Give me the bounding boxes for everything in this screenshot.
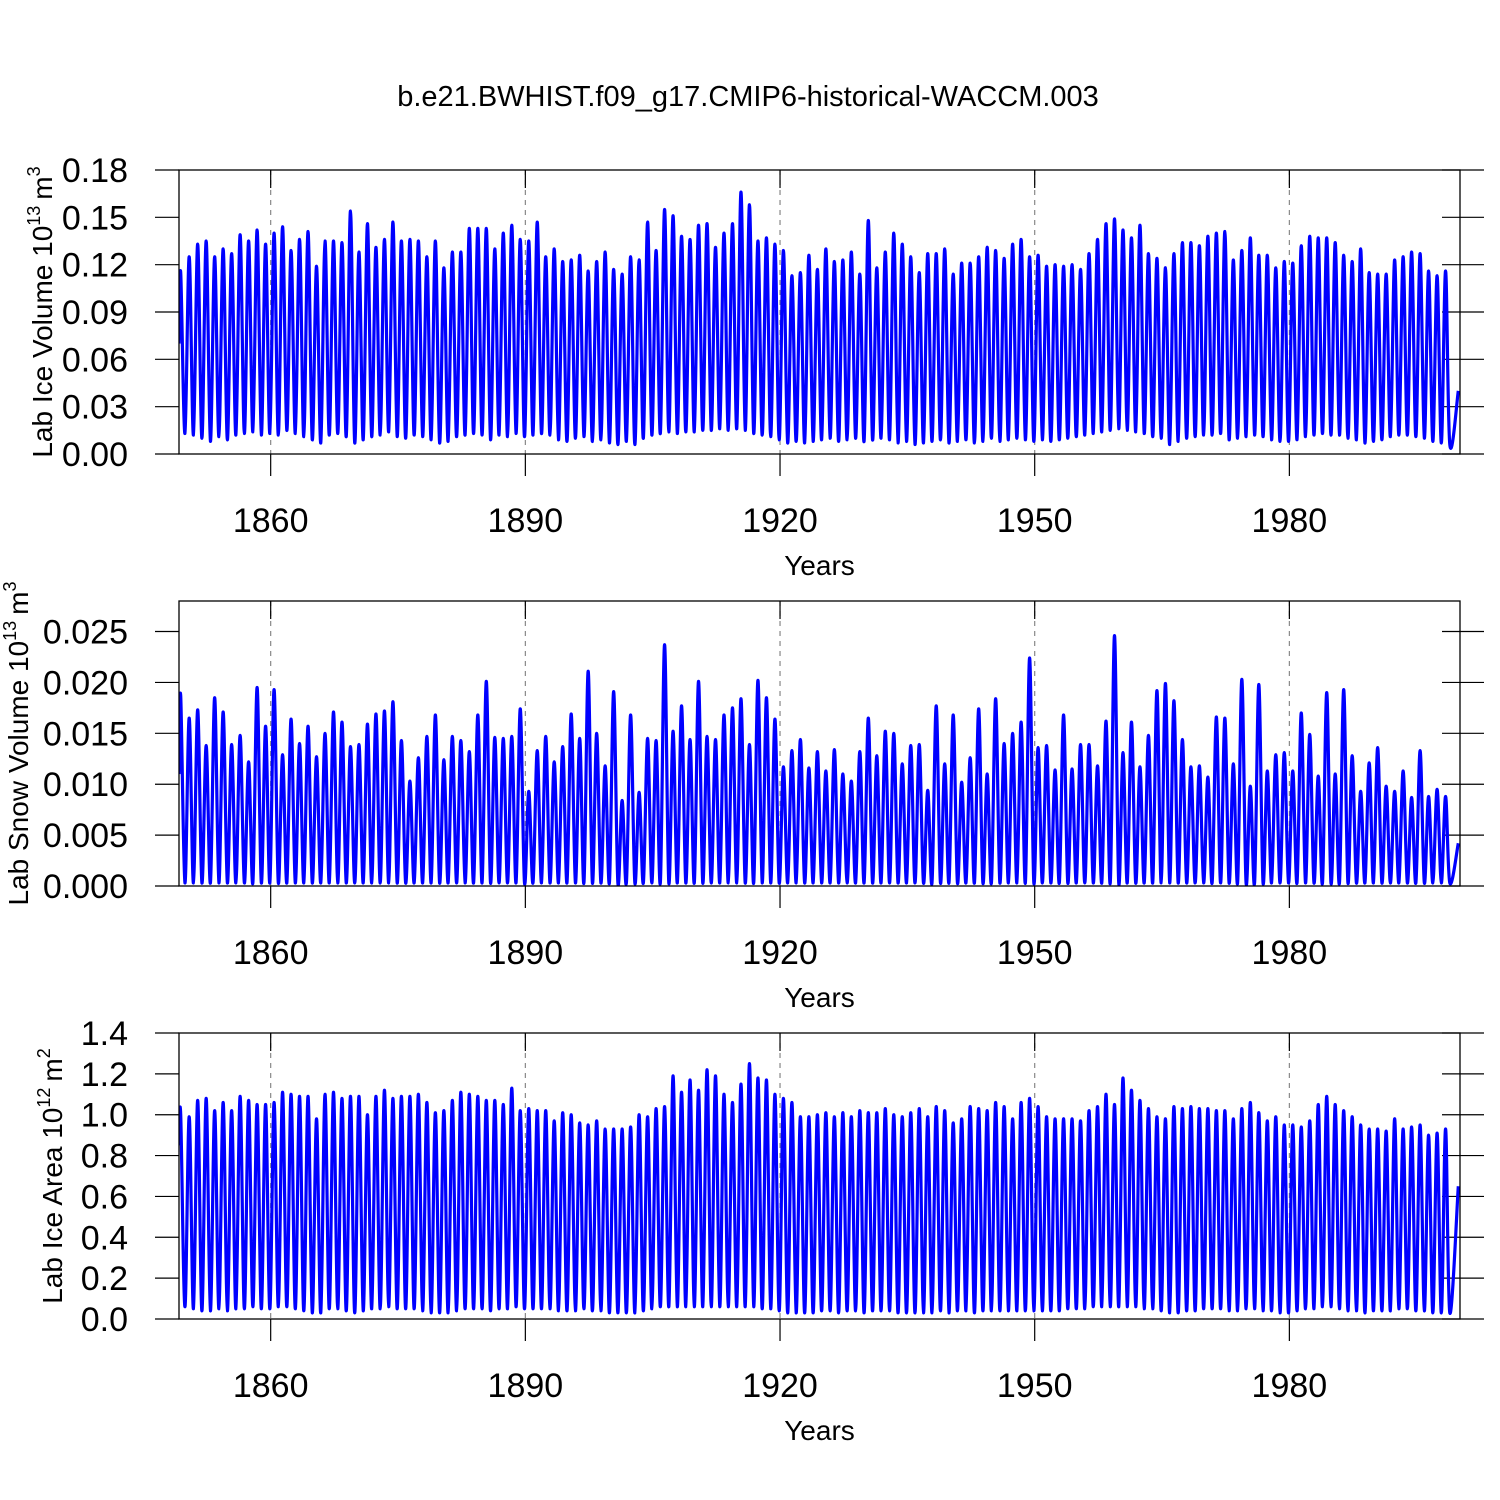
y-tick-label: 0.06 [62,341,128,379]
figure-title: b.e21.BWHIST.f09_g17.CMIP6-historical-WA… [397,81,1099,113]
x-tick-label: 1860 [233,934,309,972]
y-tick-label: 0.09 [62,294,128,332]
y-axis-label: Lab Snow Volume 1013 m3 [0,581,34,905]
x-axis-label: Years [784,982,855,1013]
y-tick-label: 0.000 [43,868,128,906]
y-axis-label-superscript: 12 [34,1088,54,1108]
x-tick-label: 1950 [997,502,1073,540]
y-axis-label-part: Lab Ice Area 10 [37,1108,68,1304]
plot-frame [178,600,1461,887]
plot-frame [178,1032,1461,1320]
y-tick-label: 0.025 [43,614,128,652]
y-axis-label: Lab Ice Volume 1013 m3 [24,166,58,457]
x-tick-label: 1950 [997,1367,1073,1405]
y-axis-label: Lab Ice Area 1012 m2 [34,1048,68,1304]
x-tick-label: 1980 [1252,1367,1328,1405]
y-axis-label-part: Lab Ice Volume 10 [27,226,58,458]
x-tick-label: 1980 [1252,502,1328,540]
x-axis-label: Years [784,550,855,581]
plot-frame [178,169,1461,455]
x-tick-label: 1920 [742,934,818,972]
y-tick-label: 0.12 [62,247,128,285]
x-tick-label: 1860 [233,1367,309,1405]
x-tick-label: 1950 [997,934,1073,972]
x-tick-label: 1890 [488,934,564,972]
y-tick-label: 1.2 [81,1056,128,1094]
x-tick-label: 1920 [742,502,818,540]
y-tick-label: 0.15 [62,199,128,237]
y-tick-label: 0.0 [81,1301,128,1339]
data-line [179,1062,1460,1315]
y-tick-label: 0.18 [62,152,128,190]
y-tick-label: 1.0 [81,1097,128,1135]
y-tick-label: 0.2 [81,1260,128,1298]
y-tick-label: 0.020 [43,664,128,702]
y-axis-label-superscript: 13 [0,621,20,641]
y-tick-label: 0.03 [62,389,128,427]
y-tick-label: 0.00 [62,436,128,474]
y-tick-label: 0.010 [43,766,128,804]
y-tick-label: 0.4 [81,1219,128,1257]
y-tick-label: 0.015 [43,715,128,753]
x-tick-label: 1890 [488,502,564,540]
y-axis-label-part: Lab Snow Volume 10 [3,641,34,906]
y-axis-label-superscript: 2 [34,1048,54,1058]
y-tick-label: 0.005 [43,817,128,855]
y-axis-label-superscript: 3 [0,581,20,591]
x-tick-label: 1980 [1252,934,1328,972]
data-line [179,634,1460,886]
y-axis-label-superscript: 3 [24,166,44,176]
y-axis-label-part: m [37,1058,68,1081]
x-tick-label: 1860 [233,502,309,540]
y-tick-label: 1.4 [81,1015,128,1053]
y-tick-label: 0.6 [81,1178,128,1216]
x-tick-label: 1890 [488,1367,564,1405]
data-line [179,190,1460,450]
x-tick-label: 1920 [742,1367,818,1405]
y-axis-label-superscript: 13 [24,206,44,226]
y-axis-label-part: m [27,176,58,199]
y-axis-label-part: m [3,592,34,615]
x-axis-label: Years [784,1415,855,1446]
y-tick-label: 0.8 [81,1138,128,1176]
